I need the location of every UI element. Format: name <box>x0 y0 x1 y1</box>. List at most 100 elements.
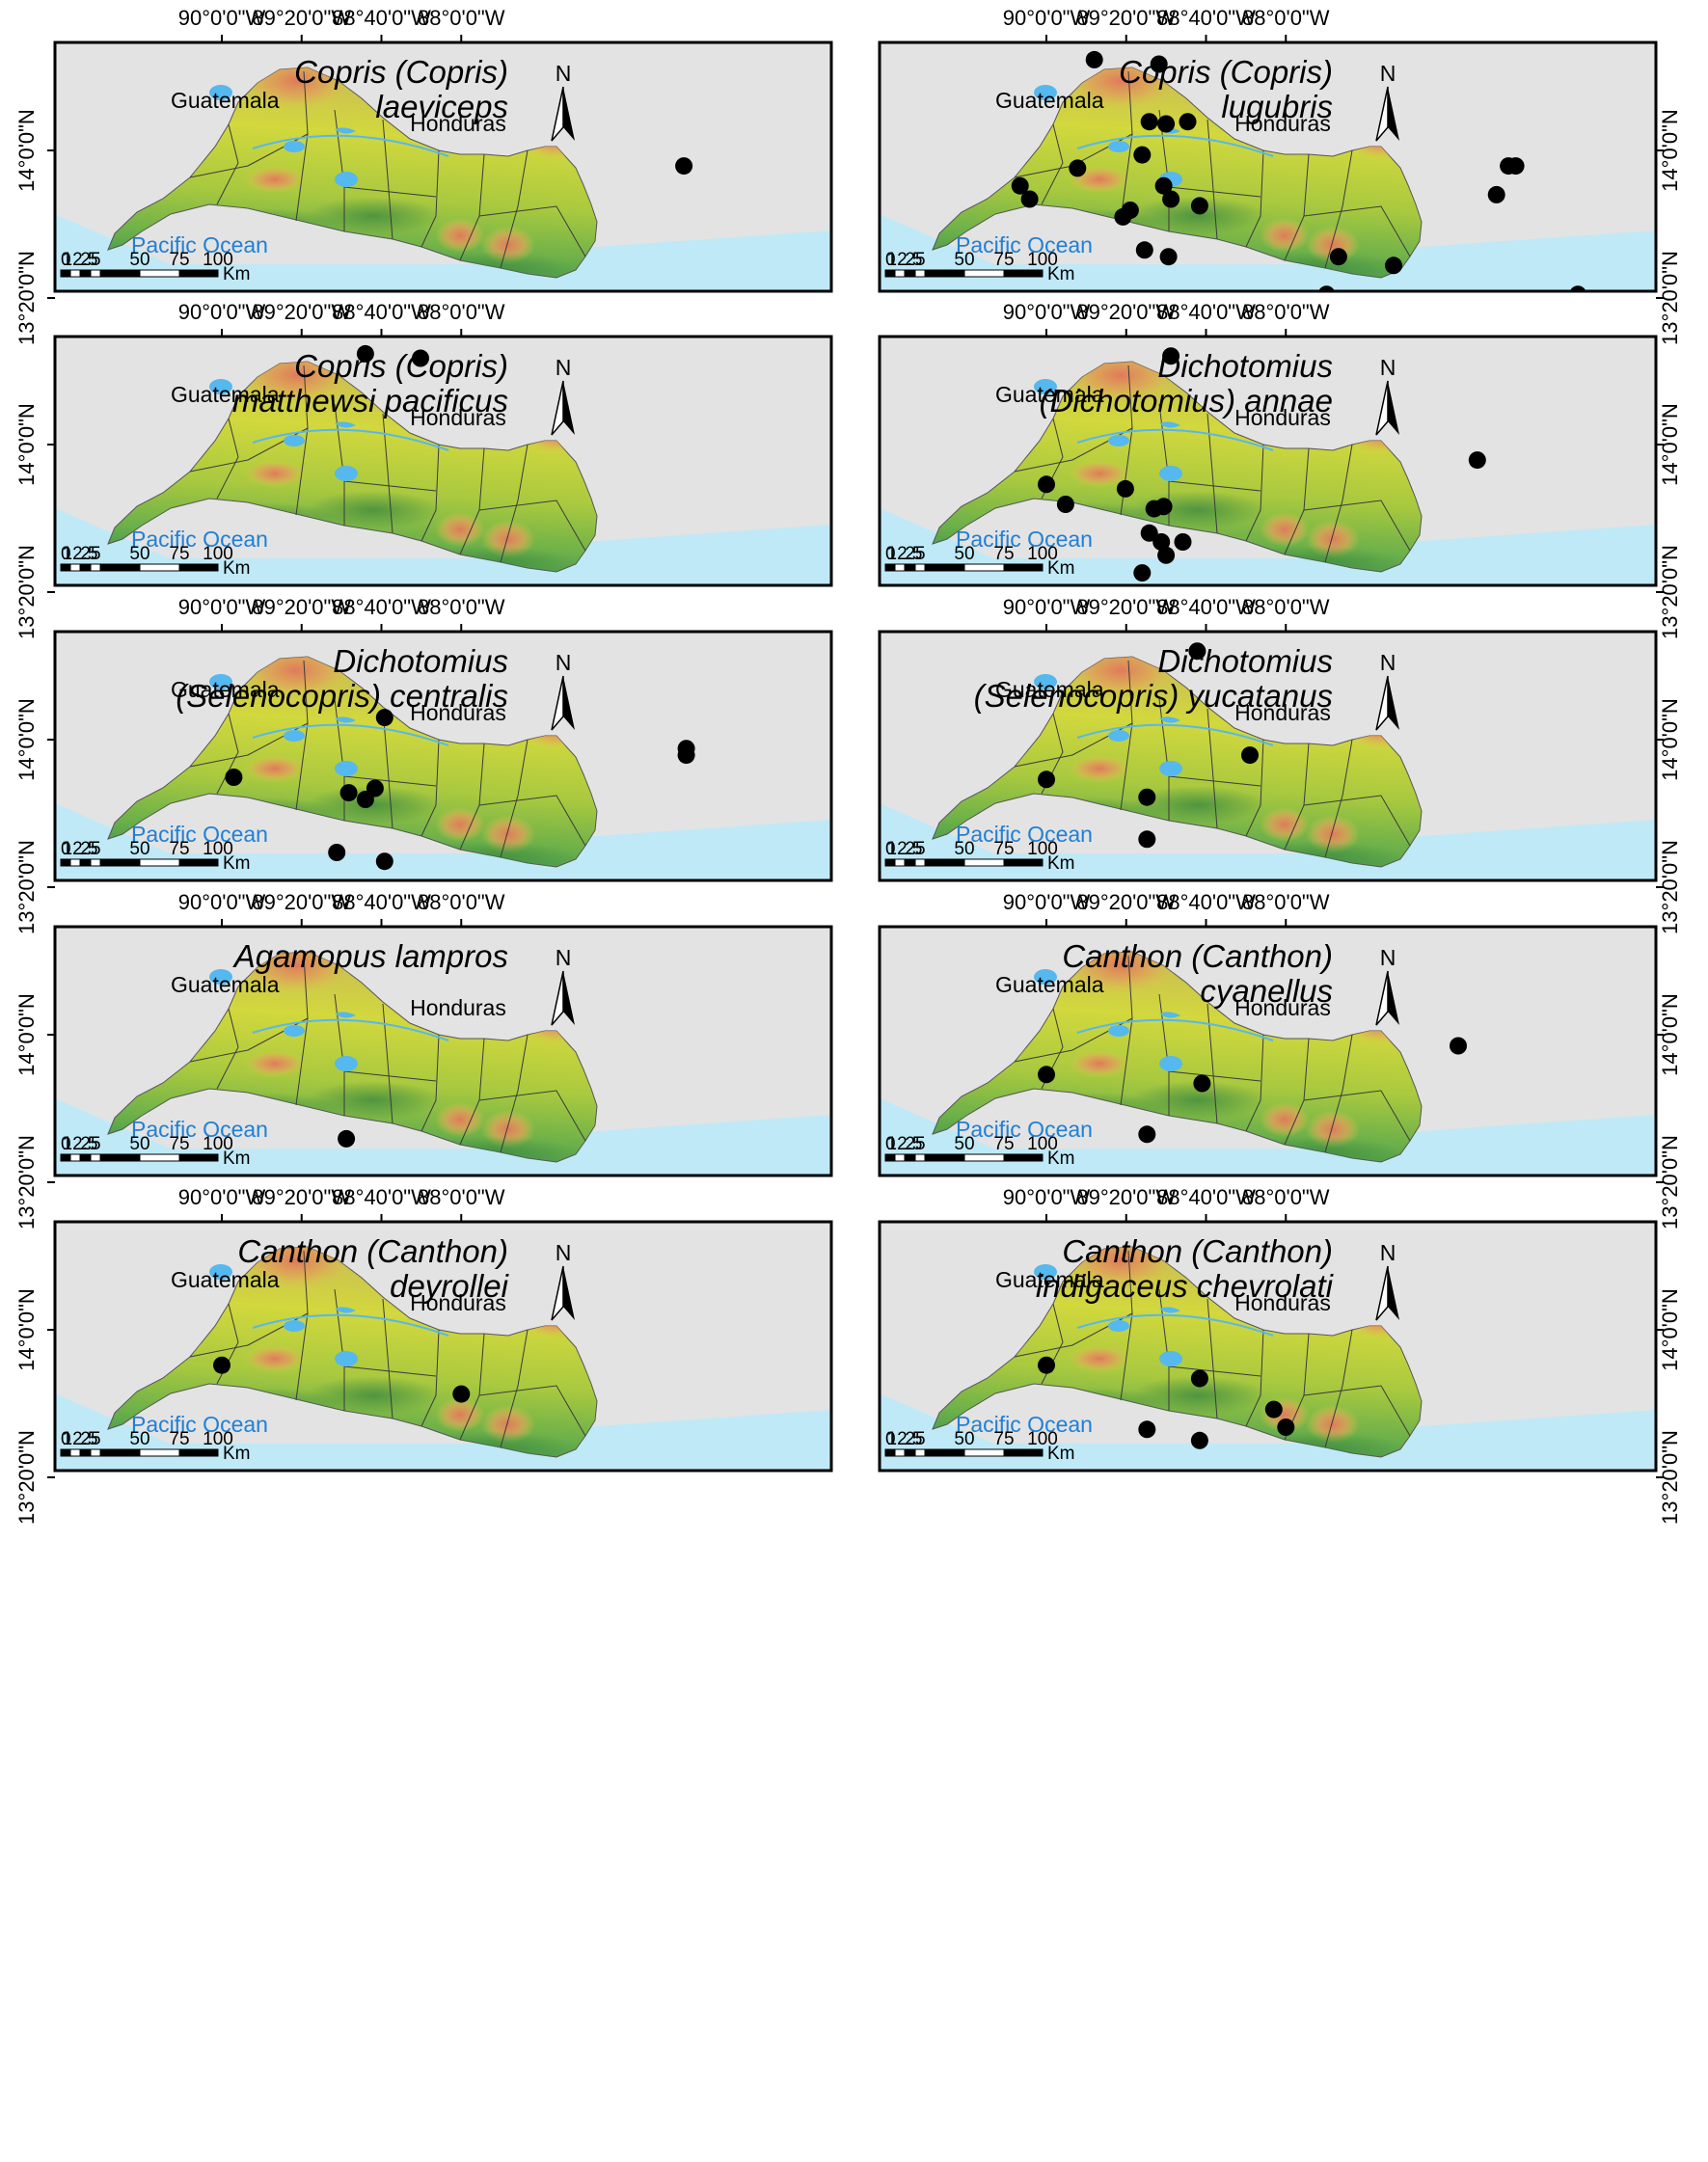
highland-relief <box>244 166 306 193</box>
scale-tick-label: 12.5 <box>63 1134 98 1154</box>
highland-relief <box>435 1397 485 1432</box>
scale-segment <box>1003 269 1044 278</box>
highland-relief <box>435 512 485 547</box>
record-dot <box>452 1385 471 1403</box>
species-title: Dichotomius <box>1157 348 1333 384</box>
scale-tick-label: 50 <box>954 839 974 859</box>
highland-relief <box>1069 755 1130 782</box>
department-boundary <box>420 1329 440 1427</box>
scale-tick-label: 25 <box>905 544 925 564</box>
scale-unit-label: Km <box>1047 1444 1075 1464</box>
north-label: N <box>556 355 572 380</box>
scale-segment <box>99 563 141 572</box>
latitude-tick-label: 13°20'0"N <box>14 1135 39 1230</box>
department-boundary <box>478 795 586 847</box>
scale-segment <box>914 1448 926 1457</box>
record-dot <box>1154 498 1173 516</box>
scale-segment <box>90 1448 101 1457</box>
longitude-tick-label: 90°0'0"W <box>1003 300 1091 324</box>
scale-tick-label: 12.5 <box>63 839 98 859</box>
lake <box>284 141 305 152</box>
longitude-tick-label: 90°0'0"W <box>1003 6 1091 30</box>
north-label: N <box>556 61 572 86</box>
lake <box>335 1056 358 1071</box>
country-label-honduras: Honduras <box>410 1290 506 1315</box>
scale-tick-label: 75 <box>169 1134 189 1154</box>
river <box>252 1018 449 1041</box>
department-boundary <box>343 775 437 787</box>
department-boundary <box>478 500 586 552</box>
map-panel: Guatemala Honduras Pacific Ocean Canthon (C… <box>14 1185 833 1525</box>
scale-segment <box>178 1448 219 1457</box>
record-dot <box>1038 1356 1055 1374</box>
scale-segment <box>99 269 141 278</box>
record-dot <box>1138 830 1156 849</box>
record-dot <box>1121 202 1139 219</box>
department-boundary <box>1168 480 1261 492</box>
record-dot <box>375 852 393 871</box>
species-title: Copris (Copris) <box>294 348 508 384</box>
river <box>252 134 449 157</box>
longitude-tick-label: 90°0'0"W <box>1003 890 1091 914</box>
scale-tick-label: 100 <box>203 250 233 270</box>
lake <box>335 716 356 723</box>
species-title: (Selenocopris) centralis <box>176 678 508 714</box>
lake <box>209 1264 232 1280</box>
record-dot <box>1038 770 1055 789</box>
river <box>1076 1313 1274 1337</box>
lake <box>335 421 356 428</box>
department-boundary <box>1324 1329 1353 1448</box>
longitude-tick-label: 89°20'0"W <box>252 6 351 30</box>
map-panel: Guatemala Honduras Pacific Ocean Canthon (C… <box>878 890 1682 1230</box>
map-panel: Guatemala Honduras Pacific Ocean Copris (Co… <box>878 6 1682 345</box>
record-dot <box>1020 190 1039 208</box>
highland-relief <box>1069 460 1130 487</box>
scale-tick-label: 75 <box>993 1134 1014 1154</box>
record-dot <box>339 784 358 802</box>
record-dot <box>338 1129 356 1148</box>
gulf-of-fonseca <box>556 525 831 585</box>
scale-tick-label: 25 <box>80 1429 100 1449</box>
record-dot <box>1190 197 1208 215</box>
panel-frame <box>53 335 833 587</box>
scale-segment <box>914 563 926 572</box>
scale-segment <box>139 563 180 572</box>
record-dot <box>1150 55 1168 73</box>
ocean-label: Pacific Ocean <box>131 1412 268 1437</box>
record-dot <box>1385 257 1402 275</box>
scale-tick-label: 100 <box>1027 544 1058 564</box>
record-dot <box>213 1356 230 1374</box>
scale-tick-label: 12.5 <box>887 1429 923 1449</box>
record-dot <box>1116 479 1134 498</box>
longitude-tick-label: 88°40'0"W <box>332 1185 431 1209</box>
record-dot <box>1162 190 1180 208</box>
scale-segment <box>894 1448 906 1457</box>
scale-segment <box>904 858 916 867</box>
scale-tick-label: 12.5 <box>63 250 98 270</box>
scale-unit-label: Km <box>1047 558 1075 579</box>
scale-tick-label: 0 <box>885 544 896 564</box>
scale-segment <box>90 563 101 572</box>
panel-frame <box>53 41 833 293</box>
longitude-tick-label: 88°40'0"W <box>1156 300 1256 324</box>
longitude-tick-label: 90°0'0"W <box>178 1185 266 1209</box>
highland-relief <box>435 807 485 842</box>
scale-tick-label: 0 <box>61 544 71 564</box>
country-label-honduras: Honduras <box>410 111 506 136</box>
species-title: indigaceus chevrolati <box>1036 1268 1335 1304</box>
scale-tick-label: 75 <box>993 250 1014 270</box>
highland-relief <box>1069 1345 1130 1372</box>
scale-segment <box>178 1153 219 1162</box>
record-dot <box>1157 546 1176 564</box>
department-boundary <box>1245 149 1264 248</box>
scale-tick-label: 0 <box>61 1429 71 1449</box>
river <box>252 1313 449 1337</box>
scale-tick-label: 12.5 <box>887 839 923 859</box>
scale-unit-label: Km <box>223 1149 251 1169</box>
north-arrow-icon: N <box>1375 355 1399 436</box>
longitude-tick-label: 89°20'0"W <box>1076 890 1176 914</box>
record-dot <box>225 769 243 786</box>
